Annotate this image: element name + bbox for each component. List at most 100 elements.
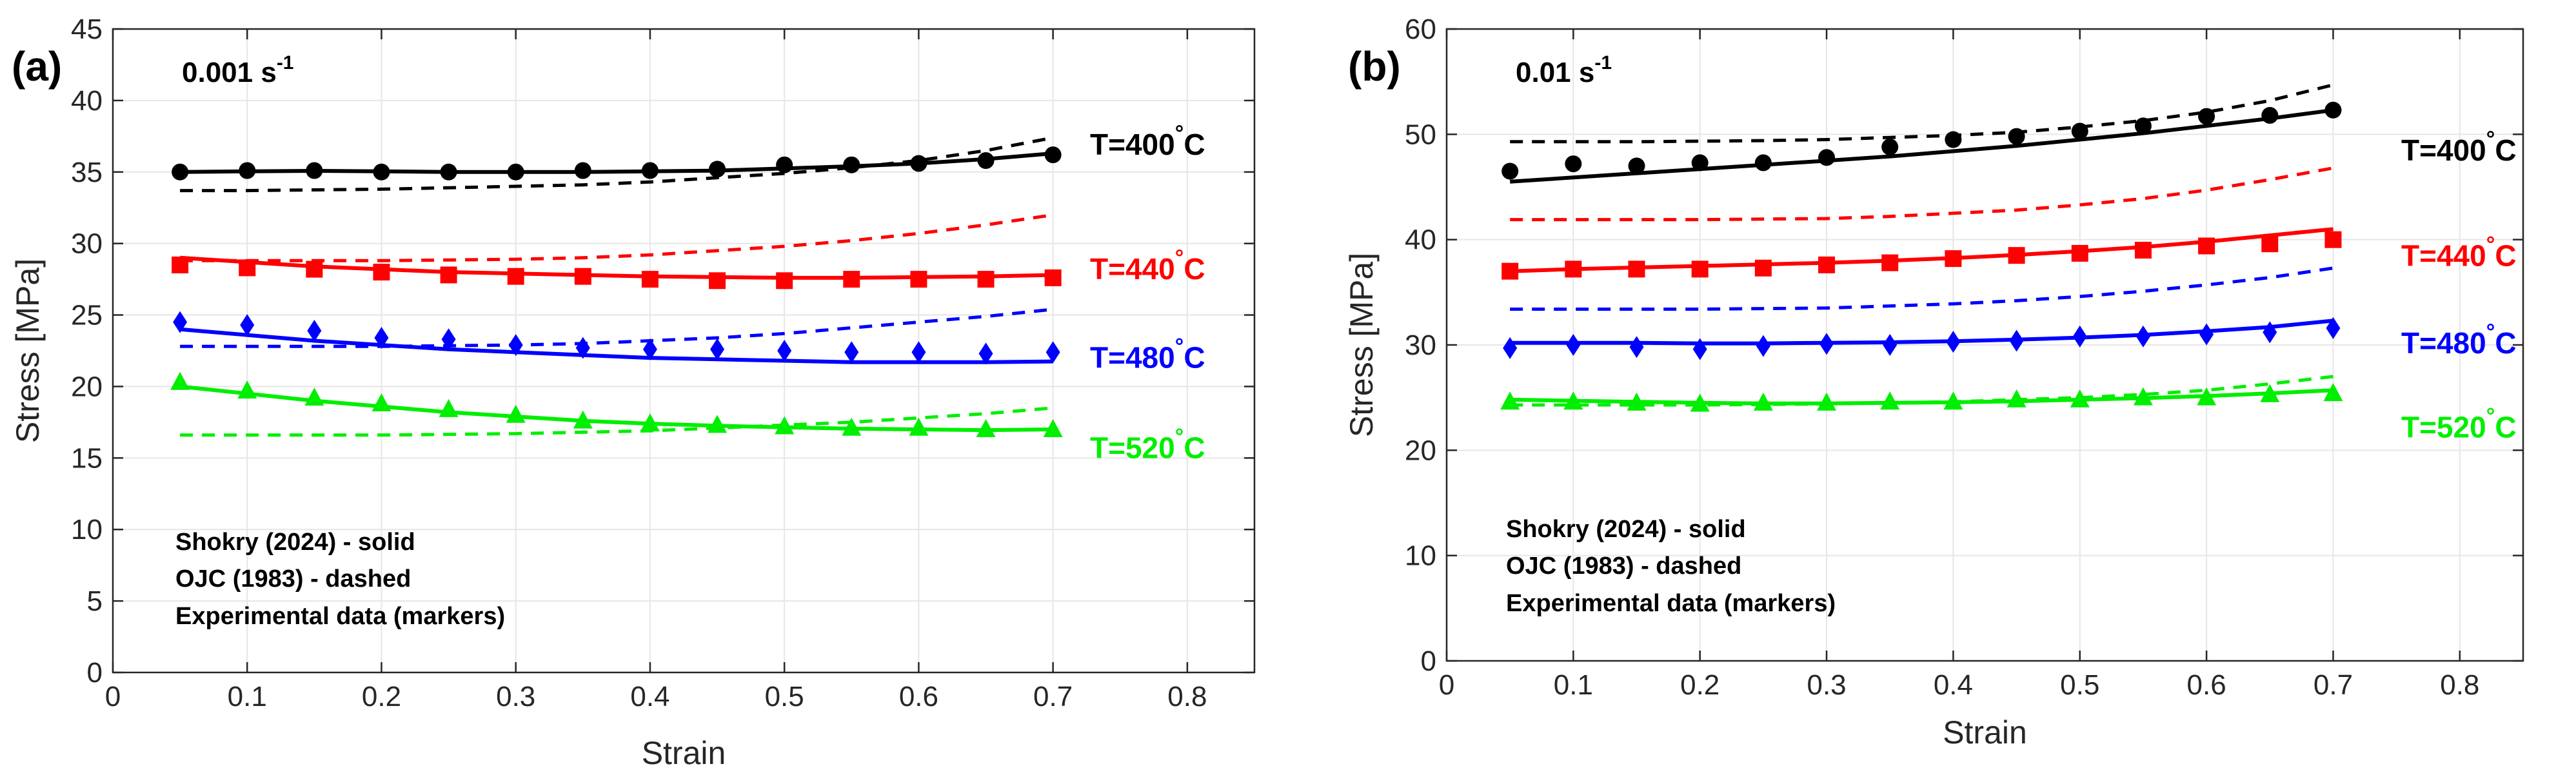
experimental-marker-triangle (2323, 383, 2343, 402)
ojc-dashed-line (1510, 266, 2333, 311)
series-label-unit: C (1184, 431, 1205, 464)
plot-area (113, 29, 1254, 672)
experimental-marker-triangle (1943, 391, 1963, 410)
experimental-marker-diamond (2199, 323, 2214, 346)
experimental-marker-diamond (2009, 329, 2024, 352)
experimental-marker-square (1754, 259, 1772, 277)
shokry-solid-line (179, 384, 1053, 433)
panel-a: 0 0.1 0.2 0.3 0.4 0.5 0.6 0.7 0.8 0 5 10 15 20 25 30 35 4… (10, 14, 1256, 771)
experimental-marker-circle (2261, 106, 2279, 124)
experimental-marker-diamond (1756, 335, 1770, 357)
experimental-marker-circle (306, 162, 323, 179)
experimental-marker-diamond (240, 314, 255, 337)
x-tick-label: 0 (105, 681, 121, 712)
experimental-marker-circle (172, 163, 189, 181)
y-tick-label: 0 (1421, 645, 1436, 677)
y-tick-label: 60 (1405, 14, 1436, 45)
x-tick-label: 0 (1439, 669, 1454, 701)
y-tick-label: 5 (87, 585, 103, 617)
series-t-400: T=400°C (172, 121, 1205, 193)
y-tick-label: 35 (71, 157, 103, 188)
ojc-dashed-line (1510, 83, 2334, 144)
y-tick-label: 10 (71, 514, 103, 545)
x-tick-label: 0.6 (2187, 669, 2226, 701)
series-label-unit: C (2495, 326, 2516, 360)
x-tick-label: 0.2 (1680, 669, 1719, 701)
shokry-solid-line (1510, 108, 2333, 184)
experimental-marker-diamond (911, 341, 926, 364)
series-label: T=520°C (2401, 404, 2517, 444)
experimental-marker-circle (1565, 155, 1582, 173)
experimental-marker-square (910, 271, 927, 288)
x-tick-label: 0.7 (2313, 669, 2353, 701)
panel-label: (b) (1348, 43, 1401, 90)
experimental-marker-square (1691, 260, 1709, 278)
series-t-520: T=520°C (1500, 375, 2517, 444)
experimental-marker-diamond (1692, 338, 1707, 360)
experimental-marker-diamond (2326, 317, 2341, 339)
experimental-marker-triangle (439, 398, 459, 417)
strain-rate-exponent: -1 (277, 52, 294, 74)
experimental-marker-diamond (1566, 334, 1581, 356)
strain-rate-value: 0.01 s (1516, 57, 1594, 88)
legend-note: Experimental data (markers) (175, 603, 505, 630)
experimental-marker-triangle (2260, 384, 2280, 402)
series-label-degree: ° (1175, 121, 1184, 146)
experimental-marker-triangle (909, 417, 929, 436)
ojc-dashed-line (180, 308, 1053, 348)
x-tick-label: 0.2 (362, 681, 401, 712)
y-tick-label: 0 (87, 657, 103, 689)
experimental-marker-diamond (2263, 321, 2277, 344)
experimental-marker-square (1818, 256, 1836, 273)
series-t-480: T=480°C (173, 308, 1205, 375)
x-tick-label: 0.8 (1167, 681, 1207, 712)
series-label-main: T=520 (2401, 411, 2486, 444)
axes-box (112, 28, 1256, 674)
experimental-marker-triangle (1880, 391, 1900, 410)
experimental-marker-square (373, 264, 390, 281)
experimental-marker-square (574, 268, 591, 285)
experimental-marker-square (641, 271, 659, 288)
y-tick-label: 30 (71, 228, 103, 260)
ojc-dashed-line (1510, 375, 2333, 407)
experimental-marker-circle (2008, 128, 2025, 145)
experimental-marker-square (172, 256, 189, 273)
series-t-520: T=520°C (170, 371, 1205, 464)
experimental-marker-square (709, 272, 726, 289)
y-tick-label: 10 (1405, 540, 1436, 572)
experimental-marker-triangle (506, 404, 526, 423)
experimental-marker-circle (1754, 154, 1772, 172)
x-tick-label: 0.1 (228, 681, 267, 712)
experimental-marker-circle (2198, 108, 2215, 125)
series-label-main: T=400 (1090, 128, 1175, 161)
experimental-marker-diamond (978, 342, 993, 365)
series-label: T=400°C (2401, 127, 2517, 167)
series-label-unit: C (2495, 411, 2516, 444)
experimental-marker-square (2008, 247, 2025, 264)
experimental-marker-triangle (1817, 392, 1837, 411)
experimental-marker-square (1501, 262, 1519, 280)
series-label: T=400°C (1090, 121, 1205, 161)
x-axis-label: Strain (1943, 714, 2027, 750)
series-label-main: T=440 (1090, 252, 1175, 286)
ojc-dashed-line (180, 406, 1053, 437)
experimental-marker-triangle (1690, 393, 1710, 412)
experimental-marker-triangle (2133, 387, 2153, 406)
shokry-solid-line (1510, 388, 2333, 406)
series-label: T=520°C (1090, 424, 1205, 464)
series-label-degree: ° (2486, 404, 2495, 429)
experimental-marker-diamond (173, 311, 188, 333)
legend-note: OJC (1983) - dashed (1506, 553, 1741, 580)
experimental-marker-diamond (2135, 325, 2150, 348)
y-tick-label: 40 (71, 85, 103, 117)
experimental-marker-diamond (307, 319, 322, 342)
y-tick-label: 40 (1405, 224, 1436, 256)
experimental-marker-diamond (844, 341, 859, 364)
series-label-degree: ° (2486, 127, 2495, 152)
series-label-degree: ° (2486, 320, 2495, 344)
experimental-marker-triangle (775, 416, 795, 435)
legend-note: Experimental data (markers) (1506, 590, 1836, 617)
experimental-marker-square (843, 271, 860, 288)
